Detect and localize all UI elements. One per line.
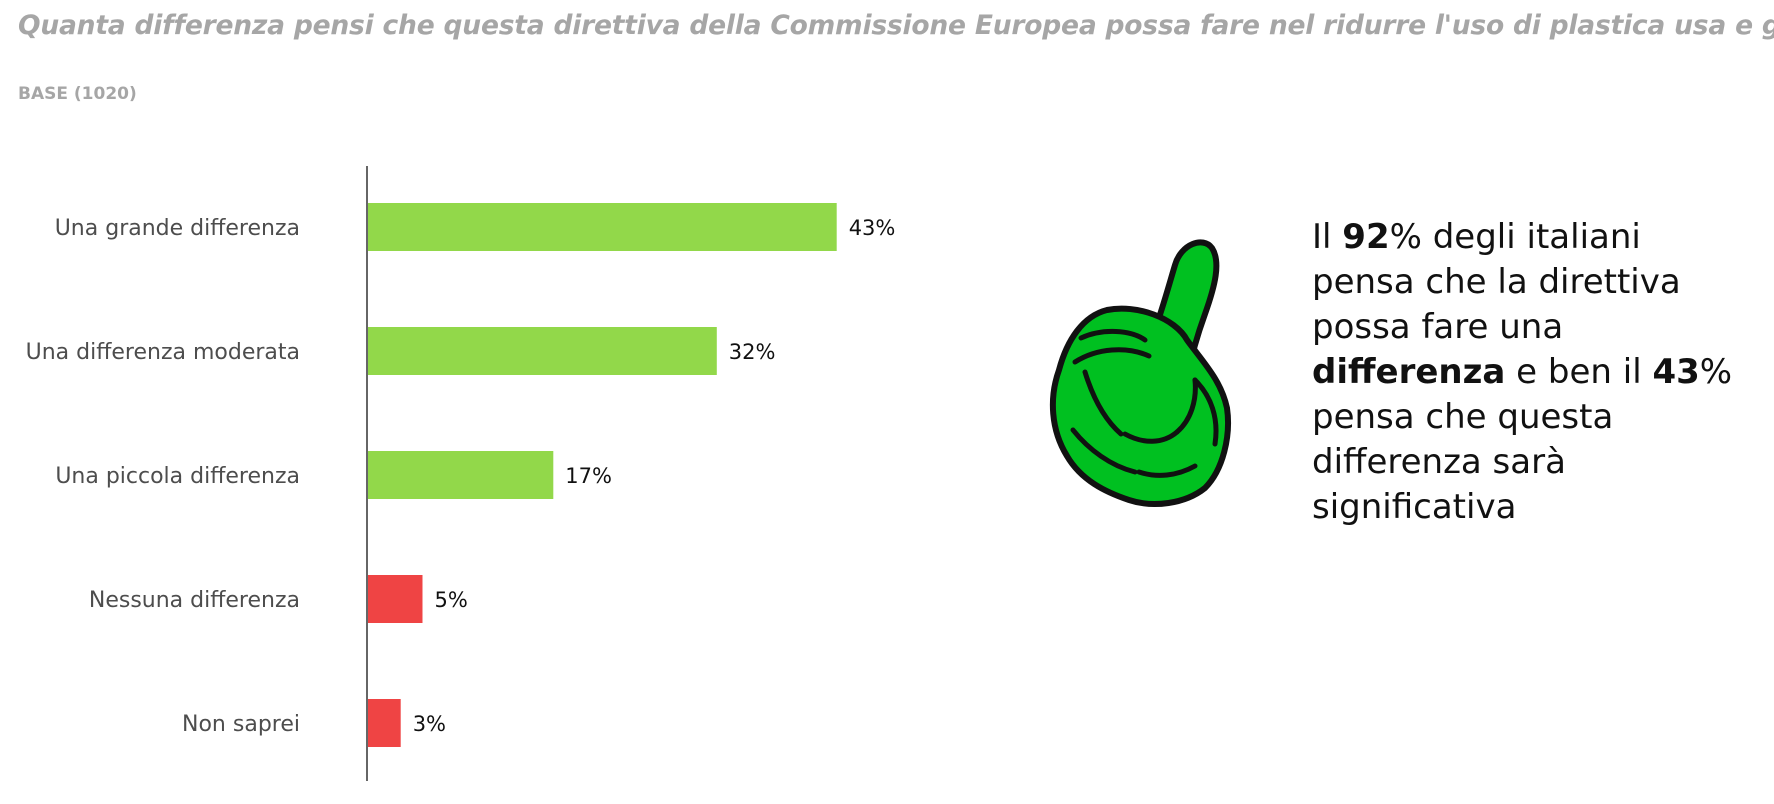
callout-text: Il 92% degli italiani pensa che la diret… — [1312, 215, 1742, 530]
bar-chart: Una grande differenza 43% Una differenza m… — [26, 166, 896, 781]
callout-text-3: e ben il — [1505, 352, 1653, 392]
bars-group: Una grande differenza 43% Una differenza m… — [26, 203, 896, 747]
callout-text-1: Il — [1312, 217, 1343, 257]
thumbs-up-icon — [1049, 239, 1231, 507]
value-label-2: 32% — [729, 340, 776, 364]
category-label-2: Una differenza moderata — [26, 340, 300, 365]
base-sample-label: BASE (1020) — [18, 84, 137, 104]
bar-5 — [368, 699, 401, 747]
callout-highlight-differenza: differenza — [1312, 352, 1506, 392]
category-label-4: Nessuna differenza — [89, 588, 300, 613]
value-label-5: 3% — [413, 712, 446, 736]
bar-3 — [368, 451, 554, 499]
callout-highlight-43: 43 — [1652, 352, 1700, 392]
callout-text-2: % degli italiani pensa che la direttiva … — [1312, 217, 1681, 347]
callout-text-4: % pensa che questa differenza sarà signi… — [1312, 352, 1733, 527]
category-label-3: Una piccola differenza — [55, 464, 300, 489]
value-label-4: 5% — [435, 588, 468, 612]
value-label-1: 43% — [849, 216, 896, 240]
value-label-3: 17% — [565, 464, 612, 488]
category-label-5: Non saprei — [182, 712, 300, 737]
bar-4 — [368, 575, 423, 623]
bar-1 — [368, 203, 837, 251]
bar-2 — [368, 327, 717, 375]
chart-title: Quanta differenza pensi che questa diret… — [18, 10, 1774, 41]
category-label-1: Una grande differenza — [55, 216, 300, 241]
callout-highlight-92: 92 — [1342, 217, 1390, 257]
